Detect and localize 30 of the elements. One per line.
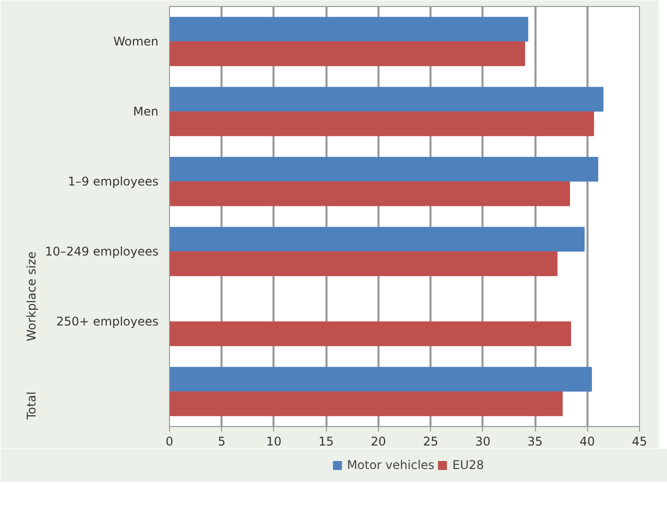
- y-tick-label: 1–9 employees: [68, 174, 159, 188]
- y-tick-label: 10–249 employees: [45, 244, 159, 258]
- y-tick-label: 250+ employees: [56, 314, 159, 328]
- x-tick-label: 40: [580, 434, 595, 448]
- x-tick-label: 20: [370, 434, 386, 448]
- x-tick-label: 0: [166, 434, 174, 448]
- x-tick-label: 10: [266, 434, 282, 448]
- bar: [170, 156, 598, 182]
- bar: [170, 111, 594, 136]
- x-tick-label: 25: [422, 434, 438, 448]
- y-tick-label: Men: [133, 104, 158, 118]
- bar: [170, 391, 563, 416]
- bar: [170, 321, 572, 346]
- bar: [170, 181, 570, 206]
- text: Workplace size: [24, 251, 38, 342]
- x-tick-label: 35: [527, 434, 543, 448]
- bar: [170, 226, 585, 252]
- legend-label: Motor vehicles: [346, 458, 434, 472]
- y-tick-label: Women: [113, 34, 159, 48]
- x-tick-label: 5: [218, 434, 226, 448]
- bar: [170, 16, 528, 42]
- x-tick-label: 15: [318, 434, 334, 448]
- bar: [170, 41, 526, 66]
- text: Total: [24, 391, 38, 421]
- x-tick-label: 30: [475, 434, 490, 448]
- bar: [170, 86, 604, 112]
- bar: [170, 251, 558, 276]
- legend-label: EU28: [452, 458, 484, 472]
- bar: [170, 366, 592, 392]
- x-tick-label: 45: [632, 434, 648, 448]
